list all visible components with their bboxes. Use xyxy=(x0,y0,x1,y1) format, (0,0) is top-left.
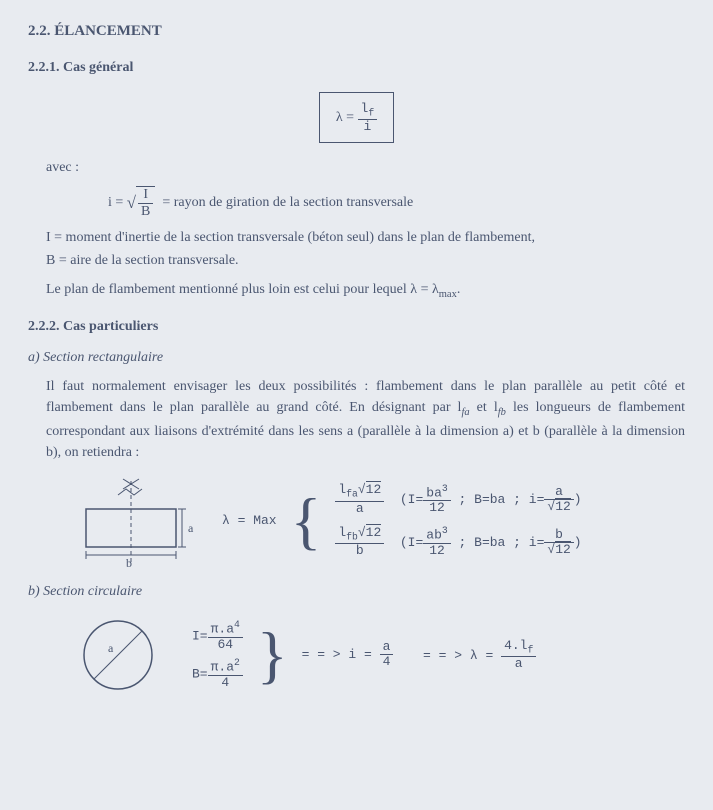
brace-icon: } xyxy=(257,623,288,687)
case-b-heading: b) Section circulaire xyxy=(28,581,685,602)
case-a-para: Il faut normalement envisager les deux p… xyxy=(46,376,685,463)
circle-section-diagram: a xyxy=(68,610,178,700)
circ-arrow-i: = = > i = a4 xyxy=(302,640,394,670)
case-a-heading: a) Section rectangulaire xyxy=(28,347,685,368)
rect-section-diagram: a b xyxy=(68,471,208,571)
subsection-title: Cas particuliers xyxy=(63,319,158,334)
i-formula: i = I B = rayon de giration de la sectio… xyxy=(108,186,685,219)
section-2-2-heading: 2.2. ÉLANCEMENT xyxy=(28,20,685,43)
lambda-lhs: λ xyxy=(336,110,343,125)
circ-IB-block: I=π.a464 B=π.a24 xyxy=(192,620,243,690)
avec-label: avec : xyxy=(46,157,685,178)
lambda-formula-box: λ = lf i xyxy=(28,86,685,150)
section-number: 2.2. xyxy=(28,23,51,39)
section-2-2-1-heading: 2.2.1. Cas général xyxy=(28,57,685,78)
rect-b-label: b xyxy=(126,556,132,570)
eq-sign: = xyxy=(346,110,354,125)
brace-icon: { xyxy=(291,489,322,553)
rect-formula-block: a b λ = Max { lfa√12 a (I=ba312 ; B=ba ;… xyxy=(68,471,685,571)
circle-a-label: a xyxy=(108,641,114,655)
subsection-title: Cas général xyxy=(63,60,133,75)
rect-a-label: a xyxy=(188,521,194,535)
plan-flambement-note: Le plan de flambement mentionné plus loi… xyxy=(46,279,685,303)
subsection-number: 2.2.2. xyxy=(28,319,60,334)
section-2-2-2-heading: 2.2.2. Cas particuliers xyxy=(28,316,685,337)
def-B: B = aire de la section transversale. xyxy=(46,250,685,271)
rect-lambda-lead: λ = Max xyxy=(222,511,277,531)
subsection-number: 2.2.1. xyxy=(28,60,60,75)
circ-arrow-lambda: = = > λ = 4.lfa xyxy=(407,639,536,672)
circ-formula-block: a I=π.a464 B=π.a24 } = = > i = a4 = = > … xyxy=(68,610,685,700)
rect-max-options: lfa√12 a (I=ba312 ; B=ba ; i=a√12) lfb√1… xyxy=(335,483,581,558)
def-I: I = moment d'inertie de la section trans… xyxy=(46,227,685,248)
section-title: ÉLANCEMENT xyxy=(54,23,162,39)
